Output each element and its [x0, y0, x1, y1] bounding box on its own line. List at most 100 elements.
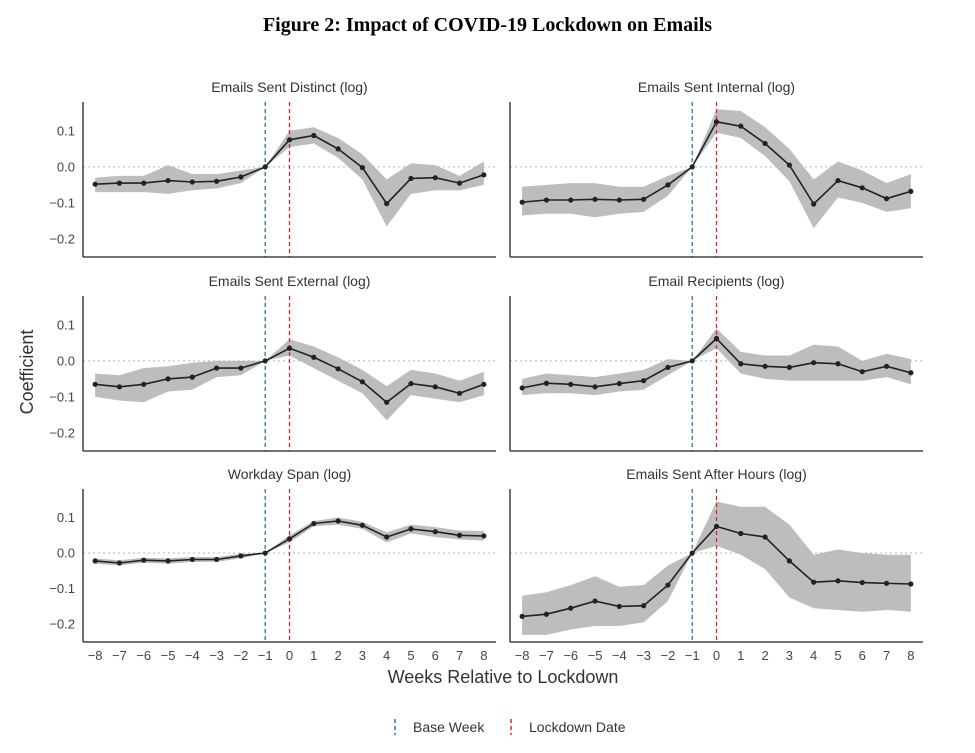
- legend-label-2: Lockdown Date: [529, 719, 626, 735]
- panel-1-point: [214, 178, 220, 184]
- panel-3-point: [141, 381, 147, 387]
- panel-2-point: [519, 199, 525, 205]
- x-tick-label: 7: [883, 648, 890, 663]
- panel-1-title: Emails Sent Distinct (log): [211, 79, 367, 95]
- x-tick-label: 5: [407, 648, 414, 663]
- panel-2-point: [543, 197, 550, 203]
- panel-6-point: [592, 598, 598, 604]
- panel-2-point: [859, 185, 865, 191]
- y-axis-title: Coefficient: [17, 330, 37, 415]
- panel-1-point: [335, 146, 341, 152]
- y-tick-label: −0.2: [49, 425, 75, 440]
- panel-6-point: [665, 582, 671, 588]
- x-tick-label: 3: [786, 648, 793, 663]
- panel-4-point: [713, 335, 720, 342]
- x-tick-label: 4: [383, 648, 390, 663]
- panel-3-point: [481, 381, 487, 387]
- panel-4-point: [762, 363, 768, 369]
- x-tick-label: −5: [588, 648, 603, 663]
- x-tick-label: 2: [761, 648, 768, 663]
- x-tick-label: −7: [112, 648, 127, 663]
- panel-4-point: [738, 361, 744, 367]
- panel-4-point: [665, 364, 671, 370]
- y-tick-label: 0.1: [57, 317, 75, 332]
- panel-4-confidence-band: [522, 328, 911, 396]
- x-tick-label: −3: [636, 648, 651, 663]
- x-tick-label: −8: [88, 648, 103, 663]
- legend-label-1: Base Week: [413, 719, 485, 735]
- panel-4-point: [811, 360, 817, 366]
- x-tick-label: −1: [685, 648, 700, 663]
- panel-5-point: [238, 553, 244, 559]
- panel-4-point: [519, 385, 525, 391]
- figure-title: Figure 2: Impact of COVID-19 Lockdown on…: [262, 14, 713, 36]
- panel-1-point: [141, 180, 147, 186]
- panel-3-point: [384, 399, 390, 405]
- panel-4-point: [568, 381, 574, 387]
- panel-1-point: [359, 165, 365, 171]
- panel-1-point: [311, 132, 317, 139]
- panel-3-point: [456, 390, 463, 396]
- panel-2-point: [713, 119, 720, 125]
- y-tick-label: 0.1: [57, 123, 75, 138]
- panel-3-point: [262, 358, 268, 364]
- panel-3-point: [92, 381, 98, 387]
- x-tick-label: 2: [334, 648, 341, 663]
- panel-5-point: [116, 560, 123, 566]
- panel-1-point: [384, 201, 390, 207]
- panel-2-point: [786, 162, 792, 168]
- panel-2-point: [883, 196, 890, 202]
- panel-6-point: [835, 578, 841, 584]
- panel-4-point: [689, 358, 695, 364]
- panel-6-point: [738, 530, 744, 537]
- y-tick-label: 0.1: [57, 510, 75, 525]
- panel-3-point: [408, 380, 414, 387]
- x-tick-label: −5: [161, 648, 176, 663]
- panel-5-point: [481, 533, 487, 539]
- panel-6-point: [859, 579, 865, 586]
- panel-5-point: [286, 536, 293, 542]
- x-tick-label: −6: [136, 648, 151, 663]
- panel-5-point: [92, 558, 98, 564]
- y-tick-label: −0.2: [49, 617, 75, 632]
- panel-3-point: [165, 376, 171, 382]
- y-tick-label: −0.2: [49, 231, 75, 246]
- panel-6-title: Emails Sent After Hours (log): [626, 466, 807, 482]
- x-tick-label: 8: [907, 648, 914, 663]
- x-tick-label: −6: [563, 648, 578, 663]
- panel-2-point: [641, 196, 647, 202]
- panel-2-title: Emails Sent Internal (log): [638, 79, 795, 95]
- panel-3-point: [335, 366, 341, 372]
- panel-5-point: [311, 520, 317, 527]
- panel-2-point: [689, 164, 695, 170]
- panel-4-point: [859, 369, 865, 375]
- panel-3-point: [286, 345, 293, 351]
- panel-1-point: [286, 137, 293, 143]
- panel-6-point: [519, 613, 525, 619]
- panel-5-point: [141, 557, 147, 563]
- x-tick-label: 1: [737, 648, 744, 663]
- y-tick-label: −0.1: [49, 581, 75, 596]
- panel-6-point: [786, 558, 792, 564]
- x-tick-label: −4: [185, 648, 200, 663]
- panel-4-point: [786, 364, 792, 370]
- panel-5-point: [165, 558, 171, 564]
- panel-4-point: [616, 380, 622, 387]
- panel-3-point: [238, 365, 244, 371]
- x-tick-label: −8: [515, 648, 530, 663]
- x-tick-label: −4: [612, 648, 627, 663]
- panel-3-point: [432, 384, 438, 390]
- x-axis-title: Weeks Relative to Lockdown: [388, 667, 619, 687]
- panel-6-point: [762, 534, 768, 540]
- panel-4-point: [641, 378, 647, 384]
- panel-5-title: Workday Span (log): [228, 466, 351, 482]
- x-tick-label: 4: [810, 648, 817, 663]
- y-tick-label: 0.0: [57, 353, 75, 368]
- panel-6-point: [616, 603, 622, 610]
- x-tick-label: 8: [480, 648, 487, 663]
- x-tick-label: 6: [859, 648, 866, 663]
- x-tick-label: −1: [258, 648, 273, 663]
- panel-2-point: [908, 188, 914, 194]
- x-tick-label: −3: [209, 648, 224, 663]
